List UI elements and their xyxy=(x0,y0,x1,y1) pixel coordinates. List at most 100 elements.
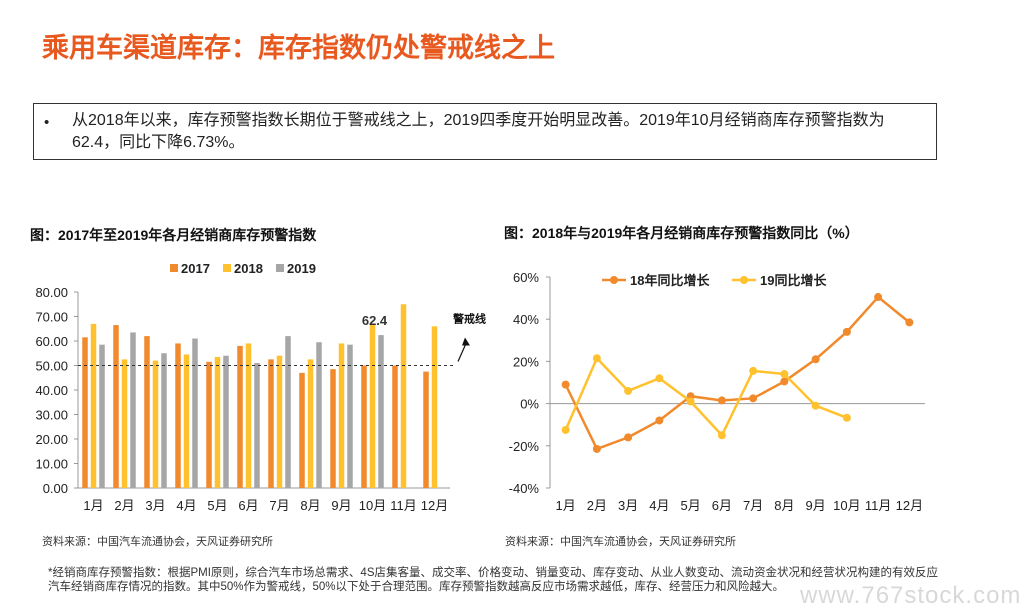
line-chart: -40% -20% 0% 20% 40% 60% 1月 2月 3月 4月 5月 6月 7月 8月 9月 10月… xyxy=(509,270,925,513)
bar-2018 xyxy=(214,356,221,488)
legend-marker-19同比增长 xyxy=(740,276,748,284)
x-tick-label: 8月 xyxy=(300,498,320,513)
x-tick-label: 2月 xyxy=(114,498,134,513)
bar-2018 xyxy=(121,359,128,488)
annotation-label: 62.4 xyxy=(362,313,388,328)
bar-2019 xyxy=(99,344,105,488)
x-tick-label: 6月 xyxy=(712,498,732,513)
bar-2017 xyxy=(423,371,429,488)
bar-2018 xyxy=(245,343,252,488)
warning-line-pointer xyxy=(457,343,467,362)
x-tick-label: 3月 xyxy=(618,498,638,513)
bar-2019 xyxy=(347,344,353,488)
bar-2019 xyxy=(161,353,167,488)
bar-2017 xyxy=(392,365,398,488)
x-tick-label: 9月 xyxy=(806,498,826,513)
legend-swatch-2018 xyxy=(223,264,231,272)
warning-line-label: 警戒线 xyxy=(452,312,486,326)
x-tick-label: 11月 xyxy=(865,498,892,513)
x-tick-label: 4月 xyxy=(176,498,196,513)
bar-2017 xyxy=(113,325,119,488)
bar-chart-source: 资料来源：中国汽车流通协会，天风证券研究所 xyxy=(42,536,273,548)
point-18年同比增长 xyxy=(655,416,664,425)
point-18年同比增长 xyxy=(811,355,820,364)
x-tick-label: 12月 xyxy=(421,498,448,513)
legend-label-18年同比增长: 18年同比增长 xyxy=(630,273,710,288)
bar-2017 xyxy=(206,361,212,488)
legend-label-19同比增长: 19同比增长 xyxy=(760,273,827,288)
y-tick-label: 60% xyxy=(513,270,539,285)
summary-box: • 从2018年以来，库存预警指数长期位于警戒线之上，2019四季度开始明显改善… xyxy=(33,103,937,160)
point-18年同比增长 xyxy=(905,318,914,327)
point-18年同比增长 xyxy=(842,327,851,336)
point-19同比增长 xyxy=(749,366,758,375)
y-tick-label: 80.00 xyxy=(35,285,68,300)
y-tick-label: 70.00 xyxy=(35,310,68,325)
series-line-18年同比增长 xyxy=(564,295,911,451)
point-18年同比增长 xyxy=(780,377,789,386)
y-tick-label: 40.00 xyxy=(35,383,68,398)
point-18年同比增长 xyxy=(717,396,726,405)
point-19同比增长 xyxy=(811,401,820,410)
bar-chart-title: 图：2017年至2019年各月经销商库存预警指数 xyxy=(30,227,317,243)
point-19同比增长 xyxy=(717,431,726,440)
y-tick-label: 50.00 xyxy=(35,359,68,374)
page-title: 乘用车渠道库存：库存指数仍处警戒线之上 xyxy=(42,33,555,63)
bar-2017 xyxy=(237,345,243,488)
x-tick-label: 7月 xyxy=(743,498,763,513)
y-tick-label: 60.00 xyxy=(35,334,68,349)
bar-2019 xyxy=(223,355,229,488)
legend-swatch-2017 xyxy=(170,264,178,272)
bar-2018 xyxy=(276,355,283,488)
bullet-point: • xyxy=(44,114,50,131)
bar-2018 xyxy=(431,326,438,488)
x-tick-label: 5月 xyxy=(681,498,701,513)
bar-2017 xyxy=(82,337,88,488)
footnote: *经销商库存预警指数：根据PMI原则，综合汽车市场总需求、4S店集客量、成交率、… xyxy=(48,567,938,593)
legend-label-2017: 2017 xyxy=(181,261,210,276)
series-line-19同比增长 xyxy=(564,356,848,438)
bar-2018 xyxy=(90,323,97,488)
point-19同比增长 xyxy=(655,374,664,383)
bar-2018 xyxy=(307,359,314,488)
x-tick-label: 10月 xyxy=(833,498,860,513)
x-tick-label: 4月 xyxy=(649,498,669,513)
x-tick-label: 6月 xyxy=(238,498,258,513)
watermark: www.767stock.com xyxy=(800,582,1019,609)
point-18年同比增长 xyxy=(592,444,601,453)
x-tick-label: 7月 xyxy=(269,498,289,513)
legend-label-2019: 2019 xyxy=(287,261,316,276)
x-tick-label: 5月 xyxy=(207,498,227,513)
bar-2019 xyxy=(130,332,136,488)
x-tick-label: 3月 xyxy=(145,498,165,513)
point-19同比增长 xyxy=(624,386,633,395)
legend-label-2018: 2018 xyxy=(234,261,263,276)
bar-2017 xyxy=(175,343,181,488)
legend-marker-18年同比增长 xyxy=(610,276,618,284)
summary-text: 从2018年以来，库存预警指数长期位于警戒线之上，2019四季度开始明显改善。2… xyxy=(72,112,885,151)
y-tick-label: 0.00 xyxy=(43,481,68,496)
bar-2017 xyxy=(299,372,305,488)
y-tick-label: 0% xyxy=(520,397,539,412)
bar-2018 xyxy=(338,343,345,488)
bar-2017 xyxy=(330,369,336,488)
x-tick-label: 8月 xyxy=(774,498,794,513)
bar-chart: 0.00 10.00 20.00 30.00 40.00 50.00 60.00 70.00 8… xyxy=(35,261,486,513)
line-chart-source: 资料来源：中国汽车流通协会，天风证券研究所 xyxy=(505,536,736,548)
x-tick-label: 9月 xyxy=(331,498,351,513)
point-19同比增长 xyxy=(561,425,570,434)
warning-line-arrow xyxy=(462,337,470,346)
x-tick-label: 11月 xyxy=(390,498,417,513)
bar-2019 xyxy=(254,363,260,488)
bar-2017 xyxy=(144,336,150,488)
bar-2017 xyxy=(361,365,367,488)
x-tick-label: 1月 xyxy=(83,498,103,513)
x-tick-label: 10月 xyxy=(359,498,386,513)
bar-2019 xyxy=(316,342,322,488)
y-tick-label: 10.00 xyxy=(35,457,68,472)
point-19同比增长 xyxy=(686,397,695,406)
point-19同比增长 xyxy=(842,413,851,422)
bar-2018 xyxy=(369,323,376,488)
y-tick-label: 40% xyxy=(513,312,539,327)
bar-2019 xyxy=(192,338,198,488)
